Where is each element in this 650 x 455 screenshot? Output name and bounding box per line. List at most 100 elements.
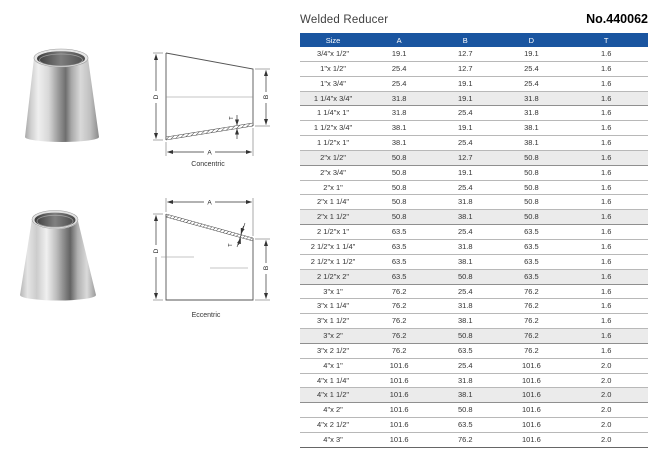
table-cell: 101.6: [366, 387, 433, 404]
table-cell: 38.1: [432, 209, 499, 226]
table-row: 4"x 2 1/2" 101.6 63.5 101.6 2.0: [300, 417, 648, 433]
table-cell: 1"x 3/4": [300, 76, 367, 92]
wall-section-band: [165, 213, 254, 242]
table-cell: 2 1/2"x 1 1/4": [300, 239, 367, 255]
table-cell: 63.5: [366, 268, 433, 285]
table-cell: 25.4: [432, 358, 499, 374]
table-row: 4"x 3" 101.6 76.2 101.6 2.0: [300, 432, 648, 448]
table-cell: 4"x 3": [300, 432, 367, 448]
table-row: 4"x 2" 101.6 50.8 101.6 2.0: [300, 402, 648, 419]
table-cell: 50.8: [366, 194, 433, 211]
column-header-d: D: [498, 33, 565, 47]
table-cell: 12.7: [432, 47, 499, 62]
table-cell: 2"x 1 1/4": [300, 194, 367, 211]
table-cell: 63.5: [432, 343, 499, 359]
table-cell: 63.5: [366, 224, 433, 240]
concentric-reducer-photo: [25, 48, 99, 142]
table-cell: 31.8: [366, 90, 433, 107]
table-cell: 25.4: [432, 105, 499, 122]
table-cell: 2"x 1": [300, 180, 367, 196]
dim-line-t: [240, 225, 245, 235]
table-cell: 25.4: [366, 76, 433, 92]
table-cell: 1.6: [564, 149, 648, 166]
table-cell: 38.1: [432, 313, 499, 330]
table-cell: 3"x 1 1/4": [300, 298, 367, 315]
table-cell: 1 1/4"x 3/4": [300, 90, 367, 107]
table-cell: 25.4: [366, 61, 433, 77]
table-row: 2"x 1 1/4" 50.8 31.8 50.8 1.6: [300, 194, 648, 211]
table-cell: 76.2: [498, 284, 565, 300]
table-cell: 25.4: [432, 180, 499, 196]
dim-label-d: D: [153, 248, 160, 253]
table-cell: 50.8: [366, 180, 433, 196]
table-cell: 101.6: [366, 373, 433, 389]
table-header: Size A B D T: [300, 33, 648, 47]
table-cell: 4"x 1 1/2": [300, 387, 367, 404]
table-cell: 1.6: [564, 343, 648, 359]
dim-label-t: T: [228, 243, 234, 247]
table-cell: 101.6: [366, 358, 433, 374]
table-cell: 38.1: [432, 254, 499, 270]
reducer-body: [20, 219, 96, 301]
table-cell: 76.2: [366, 328, 433, 344]
concentric-caption: Concentric: [191, 161, 225, 168]
reducer-body: [25, 58, 99, 142]
table-cell: 1.6: [564, 239, 648, 255]
dim-label-a: A: [207, 200, 212, 207]
table-cell: 2.0: [564, 387, 648, 404]
table-cell: 2 1/2"x 1 1/2": [300, 254, 367, 270]
table-cell: 2.0: [564, 402, 648, 419]
dim-label-a: A: [207, 150, 212, 157]
table-row: 1"x 3/4" 25.4 19.1 25.4 1.6: [300, 76, 648, 92]
table-row: 2 1/2"x 1 1/2" 63.5 38.1 63.5 1.6: [300, 254, 648, 270]
table-cell: 38.1: [498, 135, 565, 151]
column-header-t: T: [564, 33, 648, 47]
table-row: 1 1/4"x 1" 31.8 25.4 31.8 1.6: [300, 105, 648, 122]
table-cell: 1.6: [564, 268, 648, 285]
table-cell: 1.6: [564, 224, 648, 240]
table-cell: 31.8: [432, 194, 499, 211]
table-row: 3/4"x 1/2" 19.1 12.7 19.1 1.6: [300, 47, 648, 62]
label-bg: [204, 197, 215, 206]
table-cell: 19.1: [366, 47, 433, 62]
table-cell: 101.6: [498, 432, 565, 448]
table-cell: 76.2: [366, 313, 433, 330]
table-row: 3"x 1 1/4" 76.2 31.8 76.2 1.6: [300, 298, 648, 315]
table-row: 1 1/2"x 3/4" 38.1 19.1 38.1 1.6: [300, 120, 648, 137]
table-cell: 63.5: [432, 417, 499, 433]
table-cell: 19.1: [432, 120, 499, 137]
table-row: 3"x 1 1/2" 76.2 38.1 76.2 1.6: [300, 313, 648, 330]
table-cell: 101.6: [498, 387, 565, 404]
dimension-table: Size A B D T 3/4"x 1/2" 19.1 12.7 19.1 1.6 1"…: [300, 33, 648, 448]
table-cell: 1.6: [564, 284, 648, 300]
table-cell: 1.6: [564, 313, 648, 330]
table-cell: 63.5: [498, 224, 565, 240]
table-row: 1 1/4"x 3/4" 31.8 19.1 31.8 1.6: [300, 90, 648, 107]
table-cell: 12.7: [432, 149, 499, 166]
table-cell: 19.1: [498, 47, 565, 62]
table-cell: 2"x 3/4": [300, 165, 367, 181]
table-cell: 38.1: [366, 120, 433, 137]
column-header-a: A: [366, 33, 433, 47]
table-row: 2 1/2"x 1 1/4" 63.5 31.8 63.5 1.6: [300, 239, 648, 255]
table-body: 3/4"x 1/2" 19.1 12.7 19.1 1.6 1"x 1/2" 25.4 12.…: [300, 47, 648, 448]
table-cell: 1.6: [564, 298, 648, 315]
table-cell: 50.8: [366, 149, 433, 166]
table-cell: 1.6: [564, 209, 648, 226]
table-row: 4"x 1" 101.6 25.4 101.6 2.0: [300, 358, 648, 374]
table-cell: 38.1: [432, 387, 499, 404]
table-row: 1 1/2"x 1" 38.1 25.4 38.1 1.6: [300, 135, 648, 151]
dim-label-b: B: [263, 266, 270, 270]
table-cell: 31.8: [432, 239, 499, 255]
dim-line-t: [237, 237, 241, 246]
table-cell: 19.1: [432, 90, 499, 107]
table-cell: 1"x 1/2": [300, 61, 367, 77]
table-cell: 25.4: [432, 224, 499, 240]
table-cell: 31.8: [432, 373, 499, 389]
table-row: 1"x 1/2" 25.4 12.7 25.4 1.6: [300, 61, 648, 77]
table-cell: 1.6: [564, 180, 648, 196]
table-cell: 2"x 1 1/2": [300, 209, 367, 226]
table-cell: 1.6: [564, 120, 648, 137]
table-cell: 76.2: [366, 284, 433, 300]
